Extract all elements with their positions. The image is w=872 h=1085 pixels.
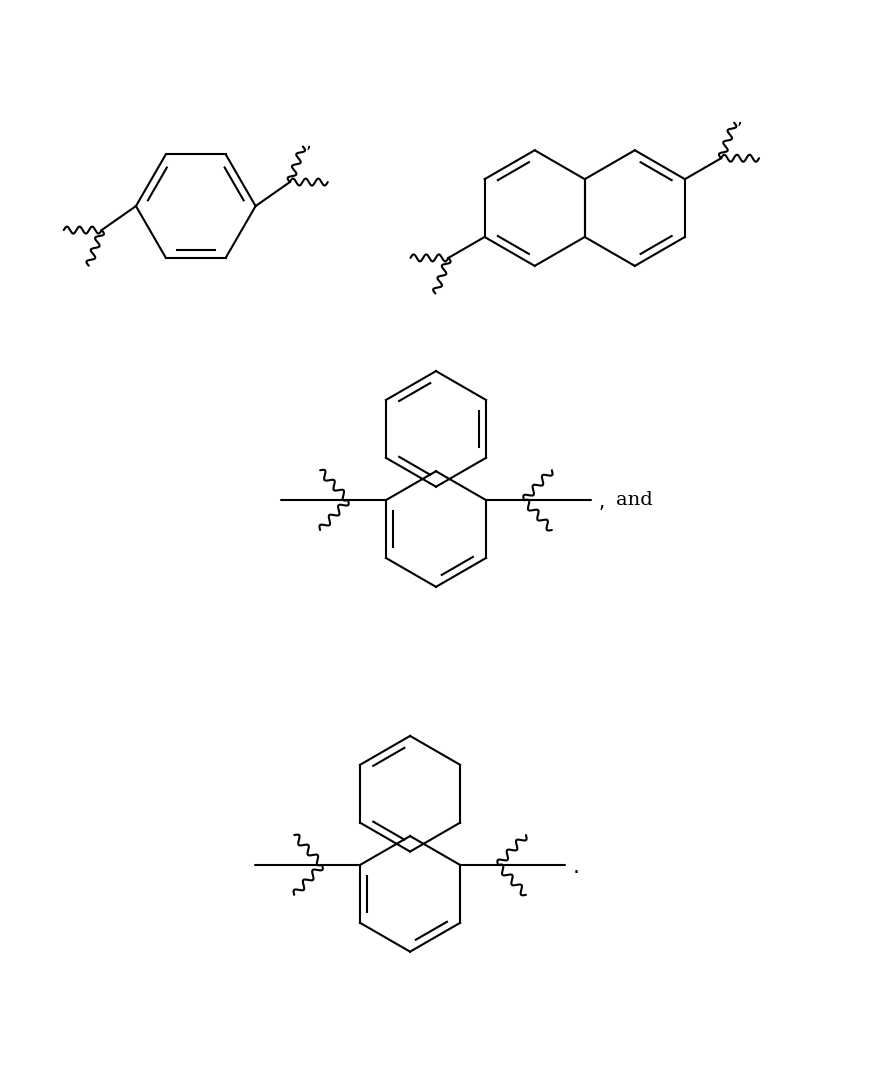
Text: ,: , <box>737 110 742 128</box>
Text: and: and <box>616 492 652 509</box>
Text: .: . <box>573 857 580 877</box>
Text: ,: , <box>599 493 605 512</box>
Text: ,: , <box>305 133 311 152</box>
